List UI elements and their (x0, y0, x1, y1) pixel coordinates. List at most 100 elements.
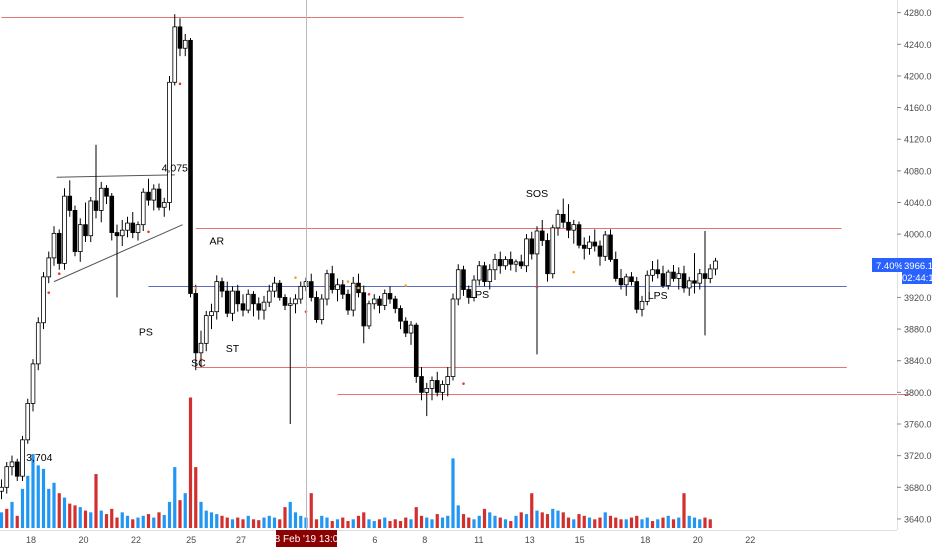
volume-bar (551, 508, 555, 528)
candle-body (613, 259, 619, 279)
annotation-label: 3,704 (26, 452, 52, 464)
candle-body (671, 271, 676, 279)
volume-bar (682, 493, 686, 528)
candle-body (146, 191, 151, 201)
candle-body (702, 273, 708, 279)
candle-body (707, 268, 713, 279)
candle-body (151, 188, 157, 201)
candle-body (282, 297, 288, 306)
price-percent: 7.40% (876, 261, 903, 272)
volume-bar (482, 508, 487, 528)
volume-bars (0, 397, 712, 528)
volume-bar (110, 508, 114, 528)
volume-bar (593, 519, 597, 528)
candles (0, 14, 718, 500)
candle-body (109, 195, 115, 233)
volume-bar (341, 517, 345, 528)
volume-bar (236, 517, 240, 528)
candle-body (287, 303, 293, 306)
candle-body (193, 293, 199, 354)
candle-body (697, 273, 703, 284)
candle-body (623, 276, 629, 286)
signal-marker (462, 382, 465, 385)
candle-body (576, 224, 582, 246)
price-axis[interactable]: 4280.0 4240.0 4200.0 4160.0 4120.0 4080.0 4040… (897, 0, 932, 530)
candle-body (266, 290, 272, 303)
candle-body (245, 293, 251, 311)
candle-body (524, 238, 529, 267)
trendlines[interactable] (53, 174, 183, 283)
volume-bar (509, 521, 513, 528)
trendline[interactable] (56, 174, 175, 178)
annotation-label: SC (191, 357, 206, 369)
trendline[interactable] (53, 224, 183, 283)
candle-body (4, 466, 10, 488)
candle-body (471, 279, 477, 298)
volume-bar (199, 501, 203, 528)
candle-body (93, 200, 99, 211)
volume-bar (635, 515, 639, 528)
candle-body (230, 290, 235, 314)
candle-body (161, 202, 167, 208)
candle-body (83, 224, 88, 237)
candle-body (676, 273, 682, 279)
candle-body (629, 276, 634, 283)
volume-bar (78, 507, 82, 528)
candle-body (398, 308, 403, 322)
volume-bar (498, 517, 502, 528)
volume-bar (582, 515, 586, 528)
candle-body (14, 461, 20, 477)
candle-body (30, 363, 36, 404)
signal-markers (47, 82, 576, 385)
price-value-bg (902, 258, 932, 284)
time-tick-label: 15 (575, 535, 585, 545)
volume-bar (83, 510, 88, 528)
volume-bar (598, 517, 602, 528)
horizontal-levels[interactable] (1, 17, 910, 395)
volume-bar (26, 475, 30, 528)
candle-body (335, 284, 340, 290)
volume-bar (351, 519, 355, 528)
volume-bar (692, 517, 697, 528)
candle-body (503, 259, 508, 267)
price-tick-label: 3920.0 (904, 293, 932, 303)
annotations: 4,075 AR PS ST SC 3,704 SOS LPS LPS (26, 163, 668, 465)
volume-bar (708, 519, 712, 528)
volume-bar (325, 517, 329, 528)
volume-bar (5, 508, 9, 528)
candle-body (329, 273, 335, 290)
candle-body (140, 191, 146, 226)
candle-body (98, 187, 104, 211)
price-tick-label: 3680.0 (904, 483, 932, 493)
volume-bar (614, 517, 618, 528)
candle-body (88, 200, 94, 237)
volume-bar (262, 517, 266, 528)
volume-bar (272, 517, 277, 528)
price-countdown: 02:44:11 (902, 273, 932, 284)
time-axis[interactable]: 1820222527468111315182022 (0, 530, 897, 546)
candle-body (72, 210, 78, 252)
candle-body (261, 301, 267, 311)
candle-body (560, 213, 566, 223)
candle-body (277, 282, 283, 298)
candle-body (424, 388, 430, 393)
candle-body (377, 298, 382, 306)
candle-body (429, 380, 435, 389)
volume-bar (115, 517, 119, 528)
volume-bar (572, 519, 576, 528)
volume-bar (703, 517, 707, 528)
volume-bar (377, 519, 382, 528)
volume-bar (388, 521, 392, 528)
volume-bar (446, 515, 450, 528)
volume-bar (47, 488, 51, 528)
candle-body (644, 274, 650, 302)
price-tick-label: 3640.0 (904, 514, 932, 524)
candle-body (198, 342, 204, 354)
candle-body (188, 39, 193, 294)
candle-body (214, 281, 220, 313)
candle-body (655, 269, 661, 275)
signal-marker (147, 230, 150, 234)
candle-body (403, 320, 409, 334)
